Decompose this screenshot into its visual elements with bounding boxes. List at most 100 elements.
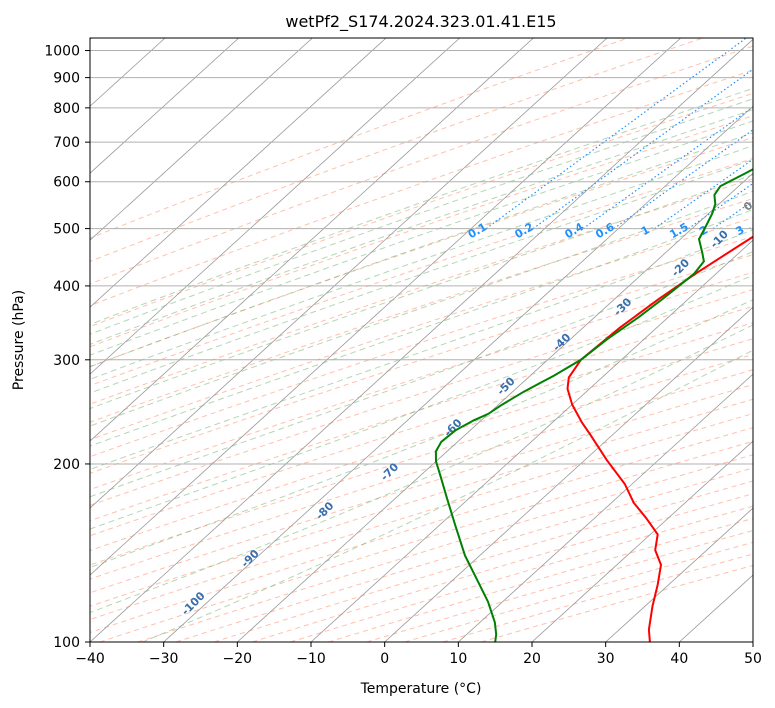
dry-adiabat-line (366, 529, 753, 642)
dry-adiabat-line (90, 115, 753, 348)
isotherm-line (90, 38, 461, 375)
dry-adiabat-line (90, 38, 705, 262)
x-tick-label: −30 (149, 651, 179, 667)
temperature-line (566, 235, 753, 642)
dry-adiabat-label: -100 (179, 589, 208, 618)
dry-adiabat-line (214, 480, 753, 642)
moist-adiabat-line (90, 109, 753, 345)
isotherm-line (90, 38, 608, 509)
dry-adiabat-line (175, 467, 753, 642)
isotherm-line (458, 373, 753, 642)
y-axis-ticks: 100 200 300 400 500 600 700 800 900 1000 (44, 44, 90, 651)
dry-adiabat-line (480, 564, 753, 642)
moist-adiabat-line (90, 132, 753, 368)
moist-adiabat-line (90, 251, 753, 498)
dry-adiabat-line (90, 398, 753, 607)
y-tick-label: 500 (53, 222, 80, 238)
dry-adiabat-line (90, 38, 630, 239)
dry-adiabat-line (90, 427, 753, 634)
y-tick-label: 200 (53, 457, 80, 473)
moist-adiabat-line (90, 190, 753, 427)
dry-adiabat-line (137, 454, 753, 642)
mixing-ratio-label: 1 (639, 223, 652, 238)
x-tick-label: −40 (75, 651, 105, 667)
moist-adiabat-line (90, 120, 753, 356)
dry-adiabat-line (90, 92, 753, 328)
mixing-ratio-label: 4 (760, 223, 773, 238)
dry-adiabat-line (90, 198, 753, 423)
mixing-ratio-line (485, 38, 748, 230)
moist-adiabat-line (90, 158, 753, 394)
dry-adiabat-line (290, 505, 753, 642)
mixing-ratio-label: 0.1 (466, 220, 489, 241)
y-tick-label: 100 (53, 635, 80, 651)
y-tick-label: 700 (53, 135, 80, 151)
isotherm-line (531, 440, 753, 642)
y-tick-label: 1000 (44, 44, 80, 60)
mixing-ratio-label: 3 (733, 223, 746, 238)
mixing-ratio-line (613, 129, 753, 230)
moist-adiabats (90, 87, 753, 642)
dry-adiabats (90, 38, 753, 642)
moist-adiabat-line (90, 174, 753, 410)
y-tick-label: 300 (53, 353, 80, 369)
x-tick-label: 40 (670, 651, 688, 667)
mixing-ratio-line (582, 106, 753, 230)
dry-adiabat-line (90, 254, 753, 474)
y-axis-label: Pressure (hPa) (11, 290, 27, 390)
mixing-ratio-lines (485, 38, 753, 230)
dry-adiabat-label: -40 (550, 330, 573, 353)
isotherm-line (605, 507, 753, 642)
moist-adiabat-line (90, 229, 753, 470)
isotherm-line (163, 105, 753, 642)
mixing-ratio-label: 0.4 (562, 220, 586, 241)
mixing-ratio-label: 0.2 (513, 220, 536, 241)
grid-lines (90, 38, 753, 642)
dry-adiabat-line (90, 69, 753, 307)
isotherm-line (90, 38, 387, 308)
isotherm-line (384, 306, 753, 642)
y-tick-label: 900 (53, 71, 80, 87)
dry-adiabat-line (404, 541, 753, 642)
plot-area: 0.10.20.40.611.52346810131620253036-100-… (90, 38, 773, 642)
x-axis-ticks: −40 −30 −20 −10 0 10 20 30 40 50 (75, 642, 762, 667)
dewpoint-line (434, 168, 753, 642)
y-tick-label: 600 (53, 175, 80, 191)
plot-frame (89, 37, 754, 643)
x-tick-label: 30 (597, 651, 615, 667)
dry-adiabat-line (90, 157, 753, 387)
moist-adiabat-line (90, 324, 753, 614)
x-tick-label: 20 (523, 651, 541, 667)
moist-adiabat-line (90, 145, 753, 380)
isotherm-line (752, 641, 753, 642)
isotherm-line (90, 38, 682, 576)
dry-adiabat-line (328, 517, 753, 642)
dry-adiabat-line (99, 440, 753, 642)
x-tick-label: −20 (223, 651, 253, 667)
dry-adiabat-line (90, 305, 753, 522)
dry-adiabat-line (252, 493, 753, 642)
moist-adiabat-line (90, 299, 753, 568)
isotherm-line (90, 38, 313, 241)
dry-adiabat-line (90, 369, 753, 580)
x-axis-label: Temperature (°C) (360, 681, 482, 697)
dry-adiabat-label: 0 (741, 199, 756, 214)
chart-title: wetPf2_S174.2024.323.01.41.E15 (285, 12, 556, 32)
x-tick-label: 50 (744, 651, 762, 667)
x-tick-label: 0 (380, 651, 389, 667)
isotherm-line (237, 172, 753, 642)
mixing-ratio-line (532, 68, 753, 230)
dry-adiabat-line (90, 217, 753, 441)
x-tick-label: −10 (296, 651, 326, 667)
moist-adiabat-line (90, 87, 753, 325)
isotherm-line (310, 239, 753, 642)
moist-adiabat-line (90, 274, 753, 530)
isotherm-line (90, 38, 534, 442)
dry-adiabat-label: -50 (494, 374, 517, 397)
x-tick-label: 10 (449, 651, 467, 667)
isotherm-line (90, 38, 753, 642)
dry-adiabat-line (90, 45, 753, 285)
dry-adiabat-label: -20 (669, 256, 692, 279)
y-tick-label: 400 (53, 279, 80, 295)
